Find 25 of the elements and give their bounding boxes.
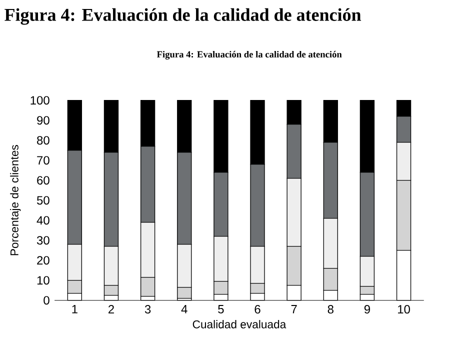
x-tick-label: 9 xyxy=(364,305,370,314)
x-tick-label: 7 xyxy=(291,305,297,314)
x-tick-label: 3 xyxy=(144,305,151,314)
chart-title: Figura 4: Evaluación de la calidad de atención xyxy=(4,8,362,25)
x-axis-title: Cualidad evaluada xyxy=(192,320,286,328)
chart-subtitle: Figura 4: Evaluación de la calidad de atención xyxy=(156,50,342,60)
y-tick-label: 100 xyxy=(30,96,50,105)
y-tick-label: 20 xyxy=(37,256,50,265)
x-tick-label: 8 xyxy=(328,305,334,314)
x-tick-label: 2 xyxy=(108,305,114,314)
y-tick-label: 0 xyxy=(44,296,50,305)
x-tick-label: 4 xyxy=(181,305,188,314)
x-tick-label: 6 xyxy=(254,305,260,314)
x-tick-label: 1 xyxy=(72,305,78,314)
y-tick-label: 80 xyxy=(37,136,50,145)
y-tick-label: 60 xyxy=(37,176,50,185)
y-tick-label: 70 xyxy=(37,156,50,165)
y-tick-label: 30 xyxy=(36,236,50,245)
y-tick-label: 50 xyxy=(36,196,50,205)
y-tick-label: 10 xyxy=(37,276,50,285)
y-tick-label: 40 xyxy=(36,216,50,225)
y-axis-title: Porcentaje de clientes xyxy=(10,145,21,256)
x-tick-label: 10 xyxy=(398,305,410,314)
y-tick-label: 90 xyxy=(37,116,50,125)
x-tick-label: 5 xyxy=(218,305,224,314)
